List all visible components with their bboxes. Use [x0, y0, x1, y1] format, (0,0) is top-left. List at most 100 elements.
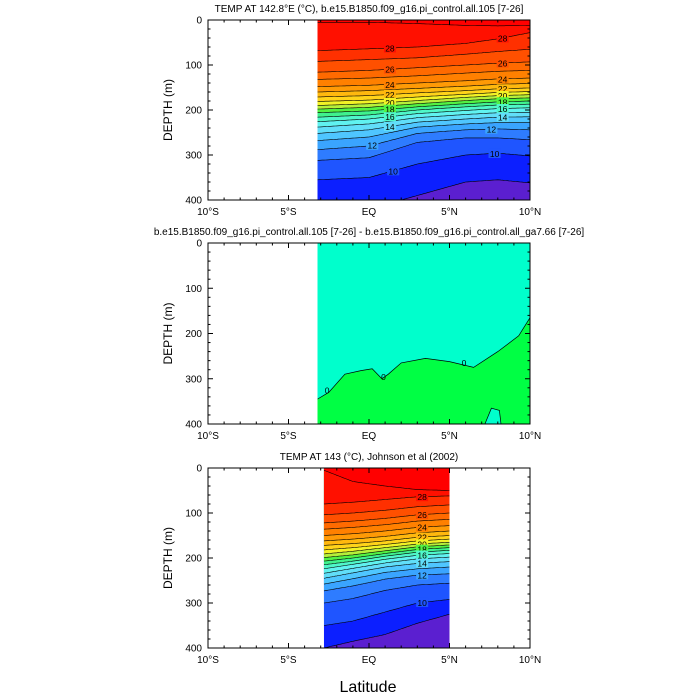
isotherm-27: [317, 49, 531, 62]
isotherm-24: [323, 525, 450, 536]
isotherm-25: [317, 70, 530, 80]
contour-label: 18: [498, 97, 508, 107]
contour-label: 22: [385, 90, 395, 100]
isotherm-17: [317, 103, 530, 118]
y-axis-label: DEPTH (m): [161, 79, 175, 141]
contour-label: 12: [487, 125, 497, 135]
isotherm-15: [317, 111, 531, 128]
y-tick-label: 300: [185, 374, 202, 385]
x-tick-label: 10°N: [519, 207, 541, 218]
x-tick-label: 5°S: [280, 431, 297, 442]
x-tick-label: 5°S: [280, 655, 297, 666]
y-tick-label: 400: [185, 420, 202, 431]
isotherm-28: [317, 32, 531, 51]
isotherm-29: [323, 470, 450, 491]
isotherm-14: [317, 116, 530, 134]
band-29: [323, 468, 450, 491]
patch-positive: [484, 407, 502, 424]
isotherm-19: [323, 544, 450, 558]
x-tick-label: 5°N: [441, 655, 458, 666]
isotherm-22: [323, 535, 450, 546]
isotherm-20: [317, 94, 530, 106]
isotherm-11: [317, 137, 531, 161]
isotherm-14: [323, 561, 450, 579]
contour-label: 12: [367, 141, 377, 151]
isotherm-24: [317, 77, 530, 87]
isotherm-25: [323, 519, 450, 530]
y-tick-label: 200: [185, 554, 202, 565]
contour-label: 10: [388, 166, 398, 176]
contour-label: 26: [385, 65, 395, 75]
contour-label: 0: [325, 386, 330, 396]
panel-2: 0 0 0 10°S 5°S EQ 5°N 10°N 0 100 200 300 400 b.e15.B1…: [154, 227, 585, 442]
contour-label: 14: [385, 122, 395, 132]
isotherm-10: [323, 599, 450, 626]
y-tick-label: 100: [185, 61, 202, 72]
y-tick-label: 300: [185, 151, 202, 162]
x-tick-label: 10°N: [519, 655, 541, 666]
y-tick-label: 100: [185, 284, 202, 295]
y-axis-label: DEPTH (m): [161, 527, 175, 589]
y-tick-label: 200: [185, 106, 202, 117]
contour-label: 28: [417, 492, 427, 502]
x-tick-label: EQ: [362, 655, 377, 666]
isotherm-13: [317, 122, 530, 141]
y-tick-label: 200: [185, 329, 202, 340]
isotherm-9: [317, 179, 531, 200]
isotherm-16: [317, 107, 530, 122]
panel-title: TEMP AT 142.8°E (°C), b.e15.B1850.f09_g1…: [215, 4, 524, 15]
contour-label: 22: [417, 533, 427, 543]
isotherm-21: [323, 538, 450, 551]
isotherm-27: [323, 504, 450, 516]
isotherm-23: [317, 83, 531, 93]
isotherm-13: [323, 566, 450, 585]
contour-label: 24: [498, 74, 508, 84]
isotherm-26: [317, 61, 530, 73]
y-tick-label: 400: [185, 644, 202, 655]
isotherm-26: [323, 512, 450, 524]
xlabel: Latitude: [340, 679, 397, 696]
isotherm-12: [323, 573, 450, 592]
isotherm-19: [317, 97, 531, 110]
band-28: [317, 20, 530, 51]
x-tick-label: 10°S: [197, 431, 219, 442]
contour-label: 18: [417, 545, 427, 555]
panel-1: 2828262624242222202018181616141412121212…: [161, 4, 541, 218]
isotherm-9: [323, 614, 450, 648]
y-tick-label: 0: [196, 464, 202, 475]
contour-label: 16: [385, 112, 395, 122]
y-tick-label: 100: [185, 509, 202, 520]
y-tick-label: 0: [196, 16, 202, 27]
isotherm-28: [323, 495, 450, 505]
band-29: [317, 20, 530, 26]
isotherm-20: [323, 542, 450, 555]
contour-label: 14: [498, 113, 508, 123]
contour-label: 20: [385, 98, 395, 108]
y-tick-label: 0: [196, 239, 202, 250]
isotherm-17: [323, 550, 450, 566]
y-tick-label: 300: [185, 599, 202, 610]
x-tick-label: 10°S: [197, 655, 219, 666]
isotherm-23: [323, 530, 450, 542]
contour-label: 26: [498, 58, 508, 68]
y-tick-label: 400: [185, 196, 202, 207]
isotherm-18: [323, 547, 450, 562]
contour-label: 16: [417, 551, 427, 561]
contour-label: 16: [498, 104, 508, 114]
contour-label: 0: [462, 358, 467, 368]
panel-title: TEMP AT 143 (°C), Johnson et al (2002): [280, 452, 459, 463]
zero-contour-line: [317, 317, 531, 400]
plot-area: 0 0 0: [317, 243, 531, 424]
panel-title: b.e15.B1850.f09_g16.pi_control.all.105 […: [154, 227, 585, 238]
contour-label: 24: [417, 523, 427, 533]
contour-label: 20: [417, 539, 427, 549]
y-axis-label: DEPTH (m): [161, 303, 175, 365]
contour-label: 10: [417, 598, 427, 608]
contour-label: 24: [385, 80, 395, 90]
contour-label: 22: [498, 84, 508, 94]
x-tick-label: EQ: [362, 207, 377, 218]
x-tick-label: 5°S: [280, 207, 297, 218]
contour-label: 18: [385, 105, 395, 115]
